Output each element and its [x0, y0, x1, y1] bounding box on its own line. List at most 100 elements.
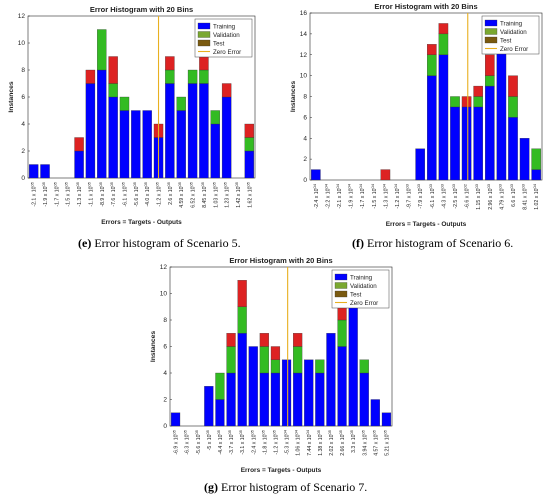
bar-test — [108, 56, 118, 84]
caption-e: (e) Error histogram of Scenario 5. — [78, 236, 241, 251]
x-tick-label: -5 x 1005 — [205, 429, 213, 450]
bar-validation — [119, 96, 130, 111]
y-tick-label: 12 — [300, 52, 308, 59]
y-tick-label: 6 — [21, 94, 25, 101]
bar-test — [237, 280, 247, 307]
bar-training — [226, 372, 236, 427]
x-tick-label: -5.6 x 1005 — [132, 181, 140, 206]
x-tick-label: -1.5 x 1004 — [370, 183, 378, 208]
bar-test — [461, 96, 472, 108]
x-tick-label: 2.96 x 1003 — [486, 183, 494, 210]
bar-training — [204, 386, 214, 427]
x-tick-label: 6.6 x 1003 — [509, 183, 517, 207]
caption-f-label: (f) — [352, 236, 364, 250]
chart-panel-g: Error Histogram with 20 Bins 0 2 4 6 8 10 12 Ins… — [140, 254, 410, 480]
legend-label: Validation — [350, 283, 377, 290]
y-tick-label: 4 — [163, 370, 167, 377]
x-tick-label: -2.1 x 1004 — [335, 183, 343, 208]
bar-test — [199, 56, 209, 71]
bar-training — [370, 399, 380, 427]
x-tick-label: -1.3 x 1005 — [75, 181, 83, 206]
legend-label: Validation — [500, 29, 527, 36]
x-tick-label: -4.4 x 1005 — [216, 429, 224, 454]
bar-training — [142, 110, 152, 179]
bar-training — [170, 412, 181, 427]
histogram-chart-e: Error Histogram with 20 Bins 0 2 4 6 8 10 12 Ins… — [8, 5, 256, 226]
legend-label: Zero Error — [213, 49, 241, 56]
bar-validation — [337, 319, 347, 347]
x-tick-label: 6.52 x 1005 — [189, 181, 197, 208]
x-tick-label: -6.6 x 1002 — [463, 183, 471, 208]
x-tick-label: -1.2 x 1004 — [393, 183, 401, 208]
bar-training — [519, 138, 530, 181]
bar-validation — [187, 69, 198, 84]
y-axis-label: Instances — [150, 331, 157, 363]
x-tick-label: -3.1 x 1005 — [238, 429, 246, 454]
x-tick-label: -5.3 x 1004 — [283, 429, 291, 454]
y-tick-label: 8 — [303, 94, 307, 101]
x-tick-label: 2.02 x 1005 — [327, 429, 335, 456]
caption-f-text: Error histogram of Scenario 6. — [364, 236, 514, 250]
bar-training — [199, 83, 209, 179]
bar-validation — [259, 346, 269, 374]
bar-validation — [226, 346, 236, 374]
bar-training — [450, 106, 460, 181]
chart-title: Error Histogram with 20 Bins — [90, 5, 193, 14]
bar-training — [438, 54, 449, 181]
bar-training — [293, 372, 303, 427]
bar-training — [131, 110, 141, 179]
x-axis-label: Errors = Targets - Outputs — [241, 467, 322, 474]
bar-validation — [359, 359, 369, 374]
bar-training — [28, 164, 39, 179]
y-tick-label: 2 — [163, 397, 167, 404]
y-tick-label: 12 — [18, 13, 26, 20]
caption-e-label: (e) — [78, 236, 92, 250]
histogram-chart-g: Error Histogram with 20 Bins 0 2 4 6 8 10 12 Ins… — [150, 256, 393, 474]
bar-training — [237, 333, 247, 427]
bar-training — [359, 372, 369, 427]
bar-validation — [473, 96, 483, 108]
bar-training — [427, 75, 437, 181]
legend-swatch-validation — [334, 282, 348, 289]
bar-validation — [270, 359, 281, 374]
bar-validation — [427, 54, 437, 76]
bar-training — [326, 333, 336, 427]
y-tick-label: 14 — [300, 31, 308, 38]
x-tick-label: -2.5 x 1003 — [451, 183, 459, 208]
bar-training — [315, 372, 325, 427]
y-tick-label: 0 — [303, 177, 307, 184]
bar-validation — [108, 83, 118, 98]
bar-training — [348, 306, 358, 427]
x-tick-label: -6.1 x 1005 — [120, 181, 128, 206]
chart-panel-f: Error Histogram with 20 Bins 0 2 4 6 8 10 12 14 1… — [280, 0, 550, 238]
y-tick-label: 6 — [303, 114, 307, 121]
bar-training — [108, 96, 118, 179]
legend-swatch-training — [197, 22, 211, 30]
chart-title: Error Histogram with 20 Bins — [229, 256, 332, 265]
bar-test — [438, 23, 449, 35]
legend-label: Test — [213, 41, 225, 48]
x-tick-label: 5.21 x 1005 — [382, 429, 390, 456]
x-axis-label: Errors = Targets - Outputs — [101, 219, 182, 226]
x-tick-label: 1.23 x 1005 — [223, 181, 231, 208]
legend-swatch-training — [334, 273, 348, 281]
legend-label: Validation — [213, 32, 240, 39]
histogram-chart-f: Error Histogram with 20 Bins 0 2 4 6 8 10 12 14 1… — [290, 2, 543, 228]
bar-training — [176, 110, 186, 179]
bar-test — [270, 346, 281, 360]
bar-test — [85, 69, 96, 84]
bar-training — [496, 44, 507, 181]
x-tick-label: -7.9 x 1003 — [416, 183, 424, 208]
legend-swatch-validation — [484, 28, 498, 35]
bar-training — [270, 372, 281, 427]
y-tick-label: 16 — [300, 10, 308, 17]
y-tick-label: 12 — [160, 264, 168, 271]
x-tick-label: -4.3 x 1003 — [439, 183, 447, 208]
bar-validation — [438, 33, 449, 55]
x-tick-label: 1.42 x 1005 — [234, 181, 242, 208]
bar-training — [461, 106, 472, 181]
y-tick-label: 4 — [303, 135, 307, 142]
x-tick-label: -2.2 x 1004 — [323, 183, 331, 208]
y-tick-label: 0 — [163, 423, 167, 430]
x-tick-label: 8.41 x 1003 — [521, 183, 529, 210]
